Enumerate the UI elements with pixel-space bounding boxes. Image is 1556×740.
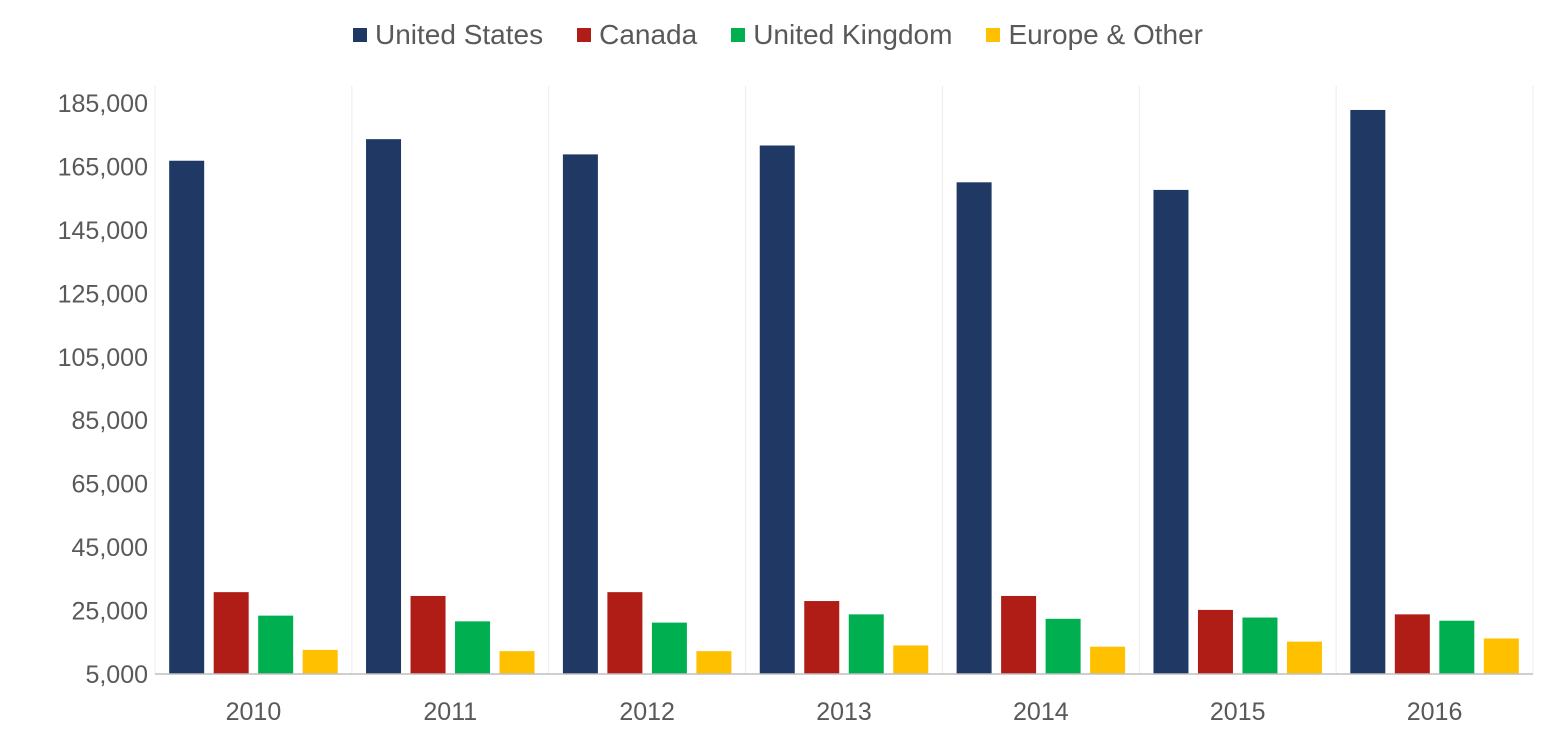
bar-canada-2011: [410, 595, 446, 674]
legend-swatch: [353, 28, 367, 42]
legend-item-canada: Canada: [577, 19, 697, 51]
bar-canada-2015: [1197, 609, 1233, 674]
x-tick-label: 2016: [1407, 698, 1463, 726]
x-tick-label: 2015: [1210, 698, 1266, 726]
x-tick-label: 2010: [226, 698, 282, 726]
y-tick-label: 65,000: [72, 471, 148, 499]
bar-united-states-2011: [366, 139, 402, 674]
bar-europe-and-other-2010: [302, 649, 338, 674]
bar-united-kingdom-2015: [1242, 617, 1278, 674]
y-tick-label: 145,000: [58, 217, 148, 245]
bar-united-kingdom-2010: [258, 615, 294, 674]
x-tick-label: 2011: [423, 698, 477, 726]
bar-canada-2014: [1001, 595, 1037, 674]
y-tick-label: 125,000: [58, 280, 148, 308]
y-tick-label: 165,000: [58, 153, 148, 181]
y-tick-label: 5,000: [85, 661, 148, 689]
chart-legend: United States Canada United Kingdom Europe …: [0, 16, 1556, 54]
x-tick-label: 2012: [619, 698, 675, 726]
legend-item-united-states: United States: [353, 19, 543, 51]
y-tick-label: 185,000: [58, 90, 148, 118]
y-tick-label: 105,000: [58, 344, 148, 372]
bar-europe-and-other-2016: [1483, 638, 1519, 674]
x-tick-label: 2013: [816, 698, 872, 726]
x-axis-ticks: 2010 2011 2012 2013 2014 2015 2016: [226, 698, 1463, 726]
bar-europe-and-other-2015: [1286, 641, 1322, 674]
legend-label: Europe & Other: [1008, 19, 1203, 50]
legend-item-europe-and-other: Europe & Other: [986, 19, 1203, 51]
bar-united-kingdom-2013: [848, 614, 884, 674]
legend-swatch: [731, 28, 746, 42]
bar-europe-and-other-2013: [893, 645, 929, 674]
bar-europe-and-other-2014: [1090, 646, 1126, 674]
bars: [169, 109, 1519, 675]
y-tick-label: 45,000: [72, 534, 148, 562]
x-tick-label: 2014: [1013, 698, 1069, 726]
bar-canada-2016: [1394, 614, 1430, 674]
bar-united-kingdom-2012: [651, 622, 687, 674]
bar-europe-and-other-2011: [499, 651, 535, 674]
y-axis-ticks: 5,000 25,000 45,000 65,000 85,000 105,000 125,…: [58, 90, 148, 689]
y-tick-label: 85,000: [72, 407, 148, 435]
bar-united-kingdom-2014: [1045, 618, 1081, 674]
bar-united-states-2015: [1153, 189, 1189, 674]
bar-united-states-2010: [169, 160, 205, 675]
bar-canada-2013: [804, 601, 840, 674]
legend-swatch: [577, 28, 592, 42]
legend-swatch: [986, 28, 1001, 42]
y-tick-label: 25,000: [72, 598, 148, 626]
bar-united-kingdom-2016: [1439, 620, 1475, 674]
bar-united-states-2016: [1350, 109, 1386, 675]
legend-label: United States: [375, 19, 544, 50]
gridlines: [154, 86, 1534, 674]
legend-label: United Kingdom: [753, 19, 953, 50]
legend-label: Canada: [599, 19, 698, 50]
bar-europe-and-other-2012: [696, 651, 732, 674]
bar-united-states-2012: [562, 154, 598, 674]
legend-item-united-kingdom: United Kingdom: [731, 19, 952, 51]
bar-canada-2010: [213, 592, 249, 674]
bar-united-states-2014: [956, 182, 992, 675]
bar-canada-2012: [607, 592, 643, 674]
bar-united-states-2013: [759, 145, 795, 674]
bar-united-kingdom-2011: [455, 621, 491, 674]
